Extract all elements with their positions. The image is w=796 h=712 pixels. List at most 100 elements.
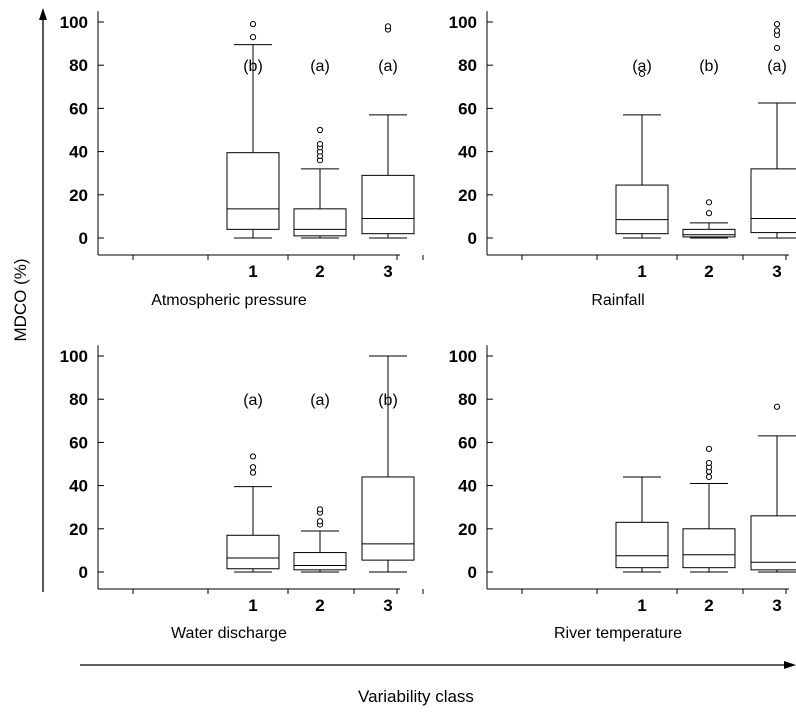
- y-tick-label: 40: [69, 143, 88, 162]
- iqr-box: [615, 184, 669, 235]
- iqr-box: [750, 515, 796, 571]
- outlier-point: [316, 126, 324, 134]
- y-tick-label: 20: [458, 186, 477, 205]
- y-tick-label: 80: [69, 56, 88, 75]
- x-tick-label: 3: [383, 262, 392, 281]
- figure-ylabel: MDCO (%): [11, 258, 30, 341]
- iqr-box: [361, 476, 415, 561]
- outlier-point: [249, 34, 257, 41]
- iqr-box: [293, 552, 347, 571]
- panel-1: 0 20 40 60 80 100 (b) 1 (a) 2 (a) 3 Atmospheric pres…: [60, 11, 424, 309]
- y-tick-label: 60: [69, 433, 88, 452]
- significance-letter: (a): [243, 392, 263, 409]
- x-axis-arrowhead: [784, 661, 796, 669]
- outlier-point: [705, 459, 713, 467]
- y-tick-label: 100: [449, 347, 477, 366]
- x-tick-label: 2: [315, 596, 324, 615]
- y-tick-label: 0: [79, 563, 88, 582]
- significance-letter: (b): [699, 58, 719, 75]
- x-tick-label: 2: [315, 262, 324, 281]
- significance-letter: (a): [378, 58, 398, 75]
- x-tick-label: 1: [637, 596, 646, 615]
- outlier-point: [773, 27, 781, 34]
- y-tick-label: 60: [69, 99, 88, 118]
- outlier-point: [249, 21, 257, 28]
- outlier-point: [773, 21, 781, 28]
- y-tick-label: 100: [60, 347, 88, 366]
- y-tick-label: 60: [458, 99, 477, 118]
- iqr-box: [361, 174, 415, 235]
- y-axis-arrowhead: [39, 8, 47, 20]
- x-tick-label: 3: [772, 262, 781, 281]
- iqr-box: [682, 528, 736, 569]
- outlier-point: [705, 445, 713, 452]
- iqr-box: [615, 521, 669, 569]
- significance-letter: (a): [632, 58, 652, 75]
- significance-letter: (a): [310, 392, 330, 409]
- outlier-point: [316, 506, 324, 513]
- outlier-point: [249, 469, 257, 476]
- significance-letter: (a): [767, 58, 787, 75]
- iqr-box: [682, 228, 736, 238]
- x-tick-label: 3: [772, 596, 781, 615]
- outlier-point: [316, 140, 324, 148]
- box-category-2: [682, 445, 736, 573]
- panel-title: Water discharge: [171, 625, 287, 642]
- outlier-point: [773, 403, 781, 410]
- significance-letter: (a): [310, 58, 330, 75]
- panel-title: Atmospheric pressure: [151, 292, 307, 309]
- outlier-point: [705, 199, 713, 206]
- y-tick-label: 40: [458, 143, 477, 162]
- box-category-3: [750, 403, 796, 573]
- y-tick-label: 0: [79, 229, 88, 248]
- outlier-point: [705, 473, 713, 481]
- y-tick-label: 80: [69, 390, 88, 409]
- box-category-2: (a): [293, 58, 347, 239]
- x-tick-label: 2: [704, 596, 713, 615]
- y-tick-label: 20: [69, 186, 88, 205]
- y-tick-label: 0: [468, 229, 477, 248]
- significance-letter: (b): [243, 58, 263, 75]
- y-tick-label: 20: [458, 520, 477, 539]
- significance-letter: (b): [378, 392, 398, 409]
- outlier-point: [773, 44, 781, 52]
- outlier-point: [249, 453, 257, 460]
- y-tick-label: 40: [69, 477, 88, 496]
- iqr-box: [750, 168, 796, 234]
- box-category-2: (b): [682, 58, 736, 239]
- outlier-point: [638, 70, 646, 77]
- y-tick-label: 100: [449, 13, 477, 32]
- y-tick-label: 0: [468, 563, 477, 582]
- box-category-2: (a): [293, 392, 347, 573]
- panel-title: Rainfall: [591, 292, 644, 309]
- box-category-1: [615, 476, 669, 573]
- y-tick-label: 80: [458, 390, 477, 409]
- panel-2: 0 20 40 60 80 100 (a) 1 (b) 2 (a) 3 Rainfall: [449, 11, 796, 309]
- y-tick-label: 40: [458, 477, 477, 496]
- x-tick-label: 1: [248, 262, 257, 281]
- box-category-3: (b): [361, 355, 415, 573]
- panel-title: River temperature: [554, 625, 682, 642]
- panel-4: 0 20 40 60 80 100 1 2 3 River temperature: [449, 345, 796, 642]
- box-category-1: (a): [226, 392, 280, 573]
- iqr-box: [293, 208, 347, 237]
- y-tick-label: 80: [458, 56, 477, 75]
- outlier-point: [316, 518, 324, 525]
- iqr-box: [226, 152, 280, 230]
- outlier-point: [384, 23, 392, 30]
- box-category-1: (a): [615, 58, 669, 239]
- outlier-point: [705, 210, 713, 217]
- iqr-box: [226, 534, 280, 570]
- figure-xlabel: Variability class: [358, 687, 474, 706]
- y-tick-label: 20: [69, 520, 88, 539]
- x-tick-label: 1: [248, 596, 257, 615]
- y-tick-label: 100: [60, 13, 88, 32]
- box-category-3: (a): [750, 21, 796, 239]
- x-tick-label: 2: [704, 262, 713, 281]
- x-tick-label: 1: [637, 262, 646, 281]
- box-category-1: (b): [226, 21, 280, 239]
- panel-3: 0 20 40 60 80 100 (a) 1 (a) 2 (b) 3 Water discharge: [60, 345, 424, 642]
- x-tick-label: 3: [383, 596, 392, 615]
